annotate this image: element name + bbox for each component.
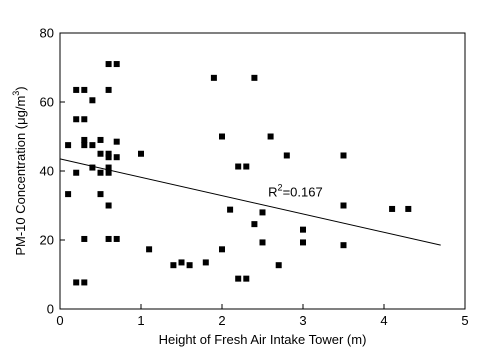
data-point — [97, 150, 104, 157]
data-point — [243, 163, 250, 170]
data-point — [138, 150, 144, 157]
data-point — [235, 275, 242, 282]
data-point — [89, 142, 96, 149]
data-point — [105, 150, 112, 157]
data-point — [73, 279, 80, 286]
x-axis-ticks: 0 1 2 3 4 5 — [56, 304, 469, 328]
r-squared-annotation: R2=0.167 — [268, 183, 323, 200]
data-point — [210, 74, 217, 81]
data-point — [170, 262, 177, 269]
data-point — [113, 61, 120, 68]
data-point — [340, 152, 347, 159]
data-point — [81, 142, 88, 149]
data-point — [300, 226, 306, 233]
data-point — [105, 235, 112, 242]
data-point — [89, 97, 96, 104]
data-point — [89, 164, 96, 171]
x-tick-label: 4 — [380, 313, 387, 328]
data-point — [219, 133, 225, 140]
x-tick-label: 2 — [218, 313, 225, 328]
y-tick-label: 80 — [40, 26, 54, 41]
data-point — [146, 246, 153, 253]
data-point — [65, 142, 72, 149]
y-axis-title-exponent: 3 — [11, 91, 21, 96]
y-axis-title: PM-10 Concentration (μg/m3) — [11, 86, 28, 255]
data-point — [251, 74, 258, 81]
data-point — [105, 169, 112, 176]
data-point — [113, 235, 120, 242]
y-tick-label: 20 — [40, 233, 54, 248]
data-point — [97, 191, 104, 198]
data-point — [243, 275, 250, 282]
x-tick-label: 3 — [299, 313, 306, 328]
data-point — [81, 136, 88, 143]
y-axis-title-main: PM-10 Concentration ( — [13, 124, 28, 255]
data-point — [340, 242, 347, 249]
data-point — [65, 191, 72, 198]
data-point — [178, 259, 185, 266]
r-squared-exponent: 2 — [278, 183, 283, 193]
data-point — [219, 246, 225, 253]
data-point — [105, 154, 112, 161]
r-squared-main: R — [268, 185, 277, 200]
data-point — [186, 262, 193, 269]
y-axis-title-close: ) — [13, 86, 28, 90]
data-point — [202, 259, 209, 266]
data-point — [81, 116, 88, 123]
data-point — [105, 61, 112, 68]
y-tick-label: 0 — [47, 302, 54, 317]
x-tick-label: 5 — [461, 313, 468, 328]
data-point — [267, 133, 274, 140]
data-point — [275, 262, 282, 269]
data-point — [73, 169, 80, 176]
x-tick-label: 0 — [56, 313, 63, 328]
data-point — [340, 202, 347, 209]
data-point — [405, 205, 412, 212]
data-point — [283, 152, 290, 159]
y-tick-label: 60 — [40, 95, 54, 110]
data-point — [81, 86, 88, 93]
data-point — [81, 279, 88, 286]
y-axis-title-unit: μg/m — [13, 96, 28, 125]
y-tick-label: 40 — [40, 164, 54, 179]
data-point — [300, 239, 306, 246]
data-point — [105, 86, 112, 93]
data-point — [81, 235, 88, 242]
data-point — [97, 136, 104, 143]
x-tick-label: 1 — [137, 313, 144, 328]
data-point — [389, 205, 396, 212]
trend-line — [59, 158, 441, 246]
data-point — [113, 154, 120, 161]
y-axis-ticks: 0 20 40 60 80 — [40, 26, 65, 317]
data-point — [251, 221, 258, 228]
data-points — [65, 61, 412, 286]
r-squared-value: =0.167 — [283, 185, 323, 200]
data-point — [97, 169, 104, 176]
data-point — [235, 163, 242, 170]
data-point — [227, 206, 234, 213]
data-point — [113, 138, 120, 145]
data-point — [105, 202, 112, 209]
data-point — [73, 116, 80, 123]
data-point — [73, 86, 80, 93]
data-point — [105, 164, 112, 171]
x-axis-title: Height of Fresh Air Intake Tower (m) — [159, 332, 367, 347]
data-point — [259, 239, 266, 246]
data-point — [259, 209, 266, 216]
